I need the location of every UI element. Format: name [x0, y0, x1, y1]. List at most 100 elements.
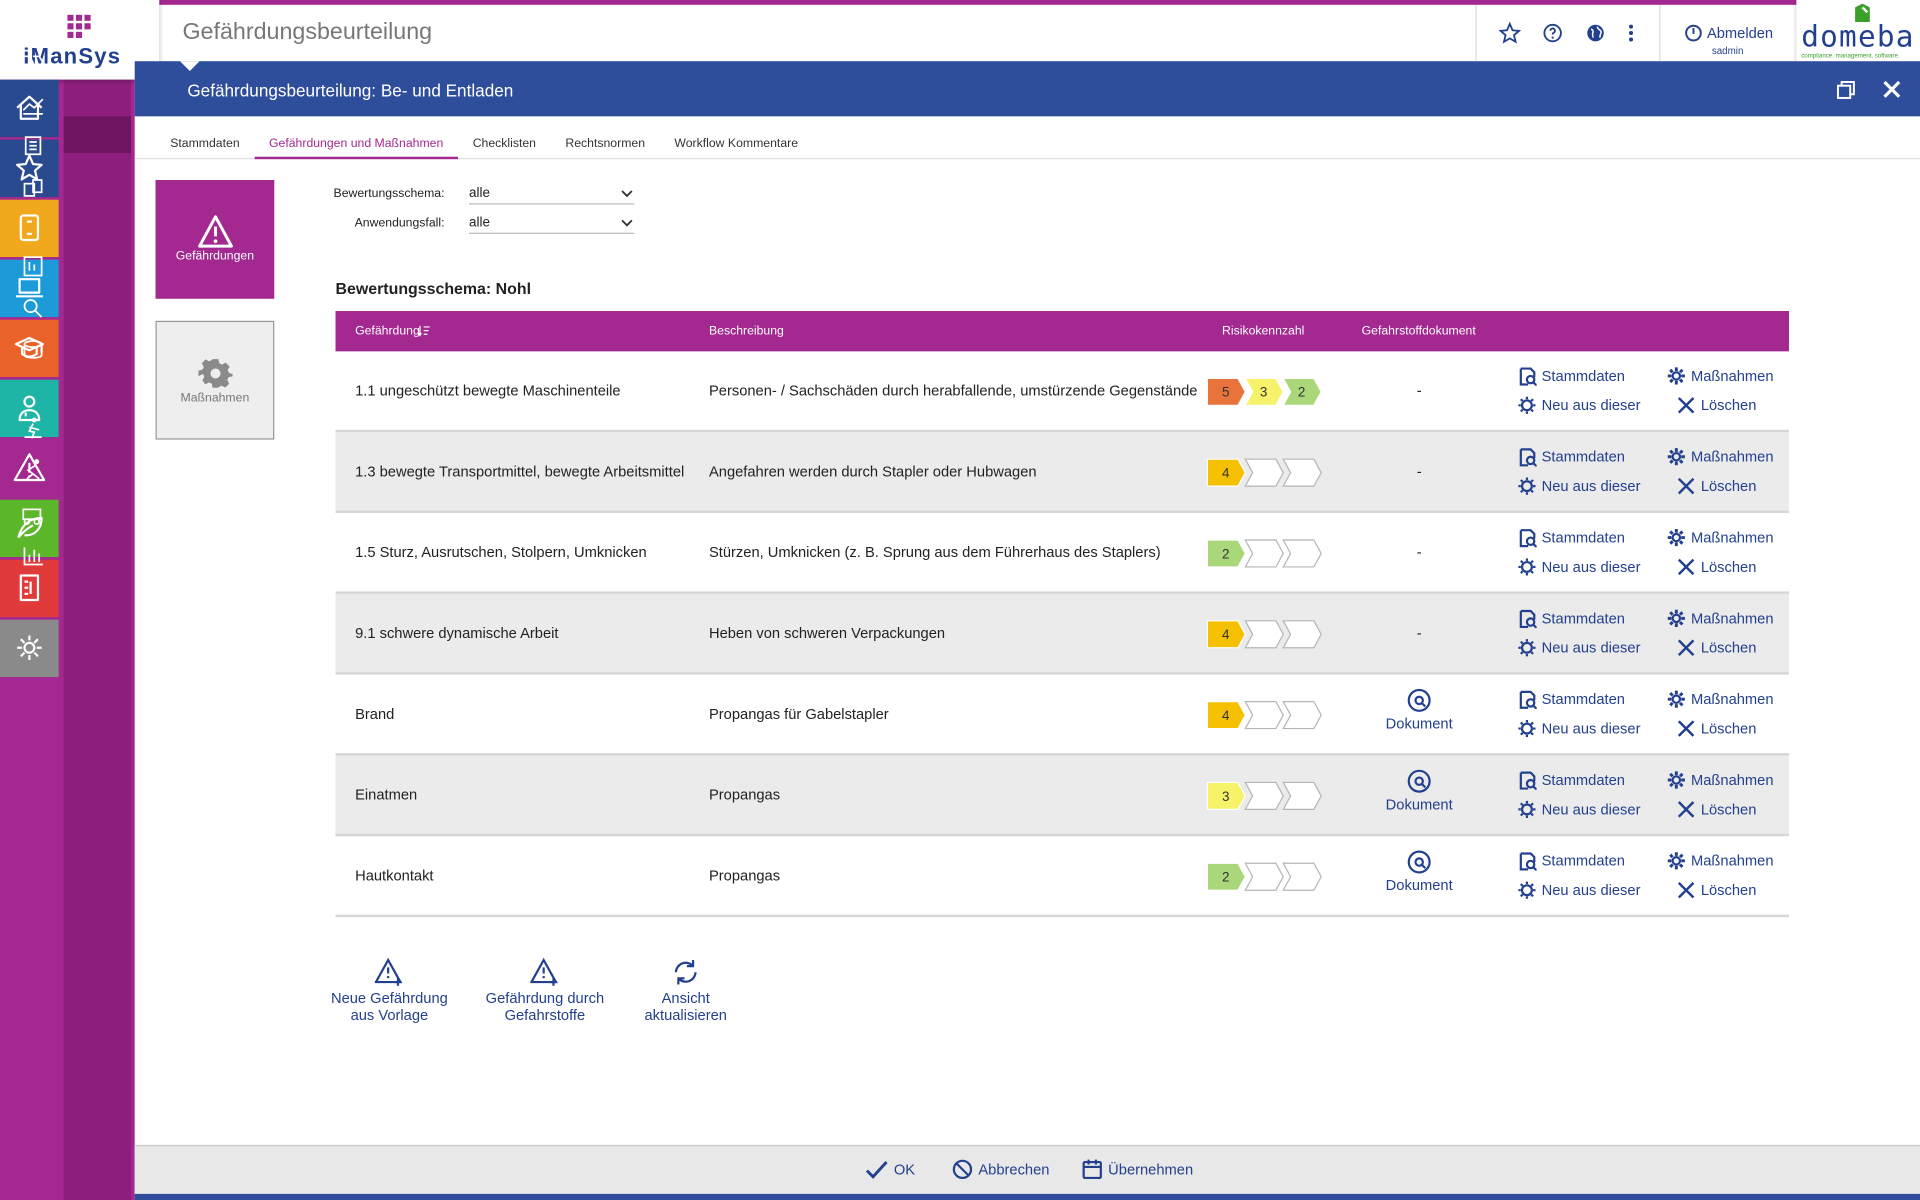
document-link[interactable]: Dokument — [1385, 795, 1453, 814]
action-label[interactable]: Maßnahmen — [1691, 448, 1774, 466]
footer-button[interactable]: OK — [864, 1158, 915, 1180]
logout-button[interactable]: Abmelden — [1706, 24, 1774, 42]
action-label[interactable]: Stammdaten — [1541, 609, 1625, 627]
row-action[interactable]: Maßnahmen — [1667, 851, 1774, 871]
document-link[interactable]: Dokument — [1385, 876, 1453, 894]
row-action[interactable]: Maßnahmen — [1667, 770, 1774, 790]
maximize-icon[interactable] — [1836, 81, 1855, 99]
action-label[interactable]: Neu aus dieser — [1541, 396, 1641, 414]
row-action[interactable]: Maßnahmen — [1667, 689, 1774, 709]
tab[interactable]: Workflow Kommentare — [674, 137, 799, 151]
action-label[interactable]: Maßnahmen — [1691, 852, 1774, 870]
filter-select[interactable]: alle — [468, 216, 635, 234]
document-icon[interactable] — [1407, 850, 1431, 874]
action-label[interactable]: Maßnahmen — [1691, 609, 1774, 627]
row-action[interactable]: Neu aus dieser — [1517, 557, 1640, 577]
footer-button[interactable]: Übernehmen — [1081, 1158, 1193, 1180]
tab[interactable]: Rechtsnormen — [565, 137, 646, 151]
nav-item[interactable] — [0, 319, 59, 378]
action-label[interactable]: Stammdaten — [1541, 528, 1625, 547]
sub-nav-item[interactable] — [21, 176, 45, 200]
row-action[interactable]: Neu aus dieser — [1517, 396, 1640, 416]
action-label[interactable]: Stammdaten — [1541, 448, 1625, 466]
tab[interactable]: Checklisten — [472, 137, 537, 151]
document-icon[interactable] — [1407, 688, 1431, 712]
action-button[interactable]: Ansicht aktualisieren — [644, 989, 727, 1024]
action-label[interactable]: Neu aus dieser — [1541, 800, 1641, 818]
sub-nav-item[interactable] — [21, 255, 45, 279]
action-label[interactable]: Stammdaten — [1541, 367, 1625, 385]
tab[interactable]: Gefährdungen und Maßnahmen — [269, 137, 444, 151]
button-label[interactable]: Übernehmen — [1108, 1160, 1194, 1178]
action-label[interactable]: Stammdaten — [1541, 852, 1625, 870]
column-header[interactable]: Gefährdung — [355, 324, 420, 338]
sub-nav-item[interactable] — [21, 296, 45, 320]
action-icon[interactable] — [374, 957, 404, 987]
action-label[interactable]: Neu aus dieser — [1541, 639, 1641, 657]
action-label[interactable]: Stammdaten — [1541, 771, 1625, 789]
button-label[interactable]: OK — [893, 1160, 916, 1178]
action-label[interactable]: Maßnahmen — [1691, 771, 1774, 789]
row-action[interactable]: Maßnahmen — [1667, 528, 1774, 548]
nav-item[interactable] — [0, 199, 59, 258]
action-label[interactable]: Neu aus dieser — [1541, 720, 1641, 738]
hazards-tile[interactable]: Gefährdungen — [155, 180, 275, 299]
row-action[interactable]: Stammdaten — [1517, 851, 1625, 871]
row-action[interactable]: Löschen — [1676, 557, 1756, 577]
tab[interactable]: Stammdaten — [170, 137, 240, 151]
menu-icon[interactable] — [1624, 22, 1639, 44]
action-button[interactable]: Gefährdung durch Gefahrstoffe — [485, 989, 605, 1024]
row-action[interactable]: Stammdaten — [1517, 528, 1625, 548]
row-action[interactable]: Maßnahmen — [1667, 447, 1774, 467]
action-icon[interactable] — [671, 958, 700, 987]
measures-tile[interactable]: Maßnahmen — [155, 320, 275, 440]
row-action[interactable]: Maßnahmen — [1667, 609, 1774, 629]
row-action[interactable]: Neu aus dieser — [1517, 638, 1640, 658]
row-action[interactable]: Stammdaten — [1517, 447, 1625, 467]
row-action[interactable]: Stammdaten — [1517, 770, 1625, 790]
nav-item[interactable] — [0, 79, 59, 138]
row-action[interactable]: Löschen — [1676, 719, 1756, 739]
sub-nav-item[interactable] — [21, 544, 45, 568]
row-action[interactable]: Löschen — [1676, 476, 1756, 496]
action-label[interactable]: Neu aus dieser — [1541, 881, 1641, 899]
row-action[interactable]: Neu aus dieser — [1517, 476, 1640, 496]
nav-item[interactable] — [0, 619, 59, 678]
row-action[interactable]: Neu aus dieser — [1517, 880, 1640, 900]
sub-nav-item[interactable] — [21, 51, 45, 75]
sub-nav-item[interactable] — [21, 416, 45, 440]
row-action[interactable]: Löschen — [1676, 880, 1756, 900]
action-icon[interactable] — [530, 957, 559, 987]
action-label[interactable]: Maßnahmen — [1691, 690, 1774, 708]
action-label[interactable]: Löschen — [1700, 800, 1757, 818]
action-label[interactable]: Löschen — [1700, 639, 1757, 657]
action-button[interactable]: Neue Gefährdung aus Vorlage — [330, 989, 448, 1024]
row-action[interactable]: Maßnahmen — [1667, 366, 1774, 386]
row-action[interactable]: Löschen — [1676, 800, 1756, 820]
sub-nav-item[interactable] — [21, 502, 45, 526]
row-action[interactable]: Neu aus dieser — [1517, 719, 1640, 739]
sub-nav-item[interactable] — [21, 135, 45, 159]
row-action[interactable]: Löschen — [1676, 638, 1756, 658]
language-icon[interactable] — [1584, 22, 1606, 44]
action-label[interactable]: Löschen — [1700, 477, 1757, 495]
action-label[interactable]: Löschen — [1700, 396, 1757, 414]
logout-icon[interactable] — [1684, 23, 1704, 43]
action-label[interactable]: Stammdaten — [1541, 690, 1625, 708]
sub-nav-item[interactable] — [21, 10, 45, 34]
row-action[interactable]: Löschen — [1676, 396, 1756, 416]
action-label[interactable]: Neu aus dieser — [1541, 558, 1641, 576]
document-link[interactable]: Dokument — [1385, 715, 1453, 733]
nav-item[interactable] — [0, 559, 59, 618]
sub-nav-item[interactable] — [21, 93, 45, 117]
sub-nav-item[interactable] — [21, 458, 45, 482]
action-label[interactable]: Maßnahmen — [1691, 367, 1774, 385]
action-label[interactable]: Löschen — [1700, 720, 1757, 738]
row-action[interactable]: Neu aus dieser — [1517, 800, 1640, 820]
row-action[interactable]: Stammdaten — [1517, 366, 1625, 386]
sub-nav-item[interactable] — [21, 338, 45, 362]
action-label[interactable]: Maßnahmen — [1691, 528, 1774, 547]
row-action[interactable]: Stammdaten — [1517, 689, 1625, 709]
button-label[interactable]: Abbrechen — [978, 1160, 1050, 1178]
footer-button[interactable]: Abbrechen — [951, 1158, 1049, 1180]
